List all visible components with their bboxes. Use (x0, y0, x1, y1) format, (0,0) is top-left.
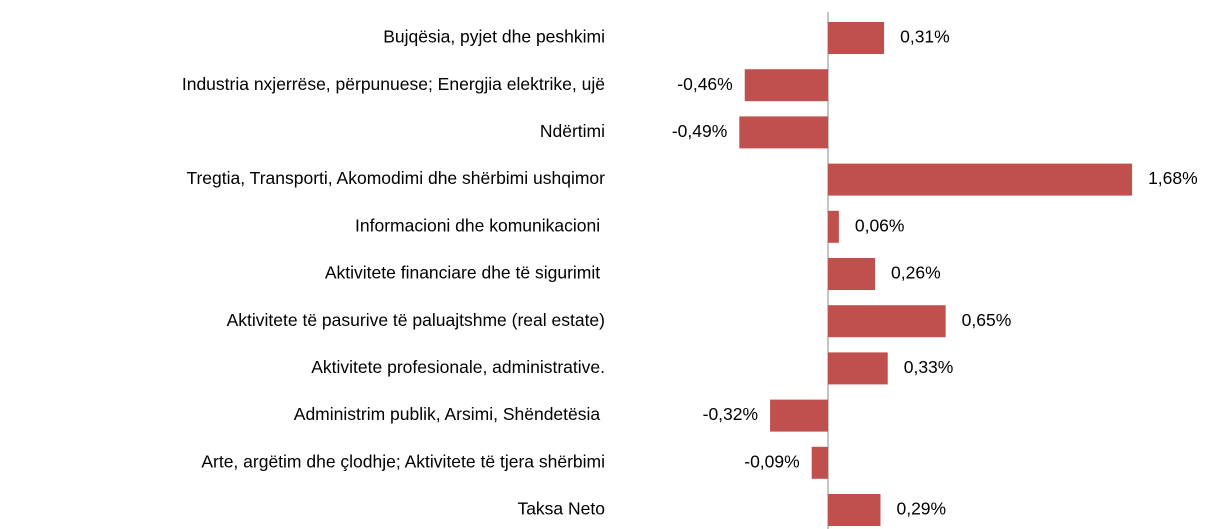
category-label: Aktivitete financiare dhe të sigurimit (325, 263, 605, 283)
bar (828, 258, 876, 290)
bar (828, 305, 946, 338)
category-label: Ndërtimi (540, 121, 605, 141)
value-label: 0,29% (896, 499, 946, 519)
category-label: Taksa Neto (517, 499, 605, 519)
category-label: Informacioni dhe komunikacioni (355, 215, 605, 235)
bar (828, 210, 839, 243)
value-label: 0,65% (962, 310, 1012, 330)
category-label: Industria nxjerrëse, përpunuese; Energji… (182, 74, 605, 94)
bar (828, 22, 885, 54)
bar (744, 69, 828, 102)
bar (828, 494, 881, 526)
category-label: Bujqësia, pyjet dhe peshkimi (383, 27, 605, 47)
bar (828, 352, 888, 385)
value-label: 0,06% (855, 215, 905, 235)
bar (770, 399, 828, 432)
category-label: Aktivitete të pasurive të paluajtshme (r… (227, 310, 605, 330)
bar (828, 163, 1133, 196)
value-label: 0,26% (891, 263, 941, 283)
value-label: -0,32% (703, 404, 758, 424)
value-label: -0,46% (677, 74, 732, 94)
category-label: Administrim publik, Arsimi, Shëndetësia (294, 404, 605, 424)
bar (811, 446, 828, 479)
value-label: 0,33% (904, 357, 954, 377)
bar (739, 116, 828, 149)
value-label: 0,31% (900, 27, 950, 47)
value-label: -0,49% (672, 121, 727, 141)
category-label: Aktivitete profesionale, administrative. (311, 357, 605, 377)
category-label: Tregtia, Transporti, Akomodimi dhe shërb… (186, 168, 605, 188)
value-label: -0,09% (744, 451, 799, 471)
value-label: 1,68% (1148, 168, 1198, 188)
category-label: Arte, argëtim dhe çlodhje; Aktivitete të… (201, 451, 605, 471)
